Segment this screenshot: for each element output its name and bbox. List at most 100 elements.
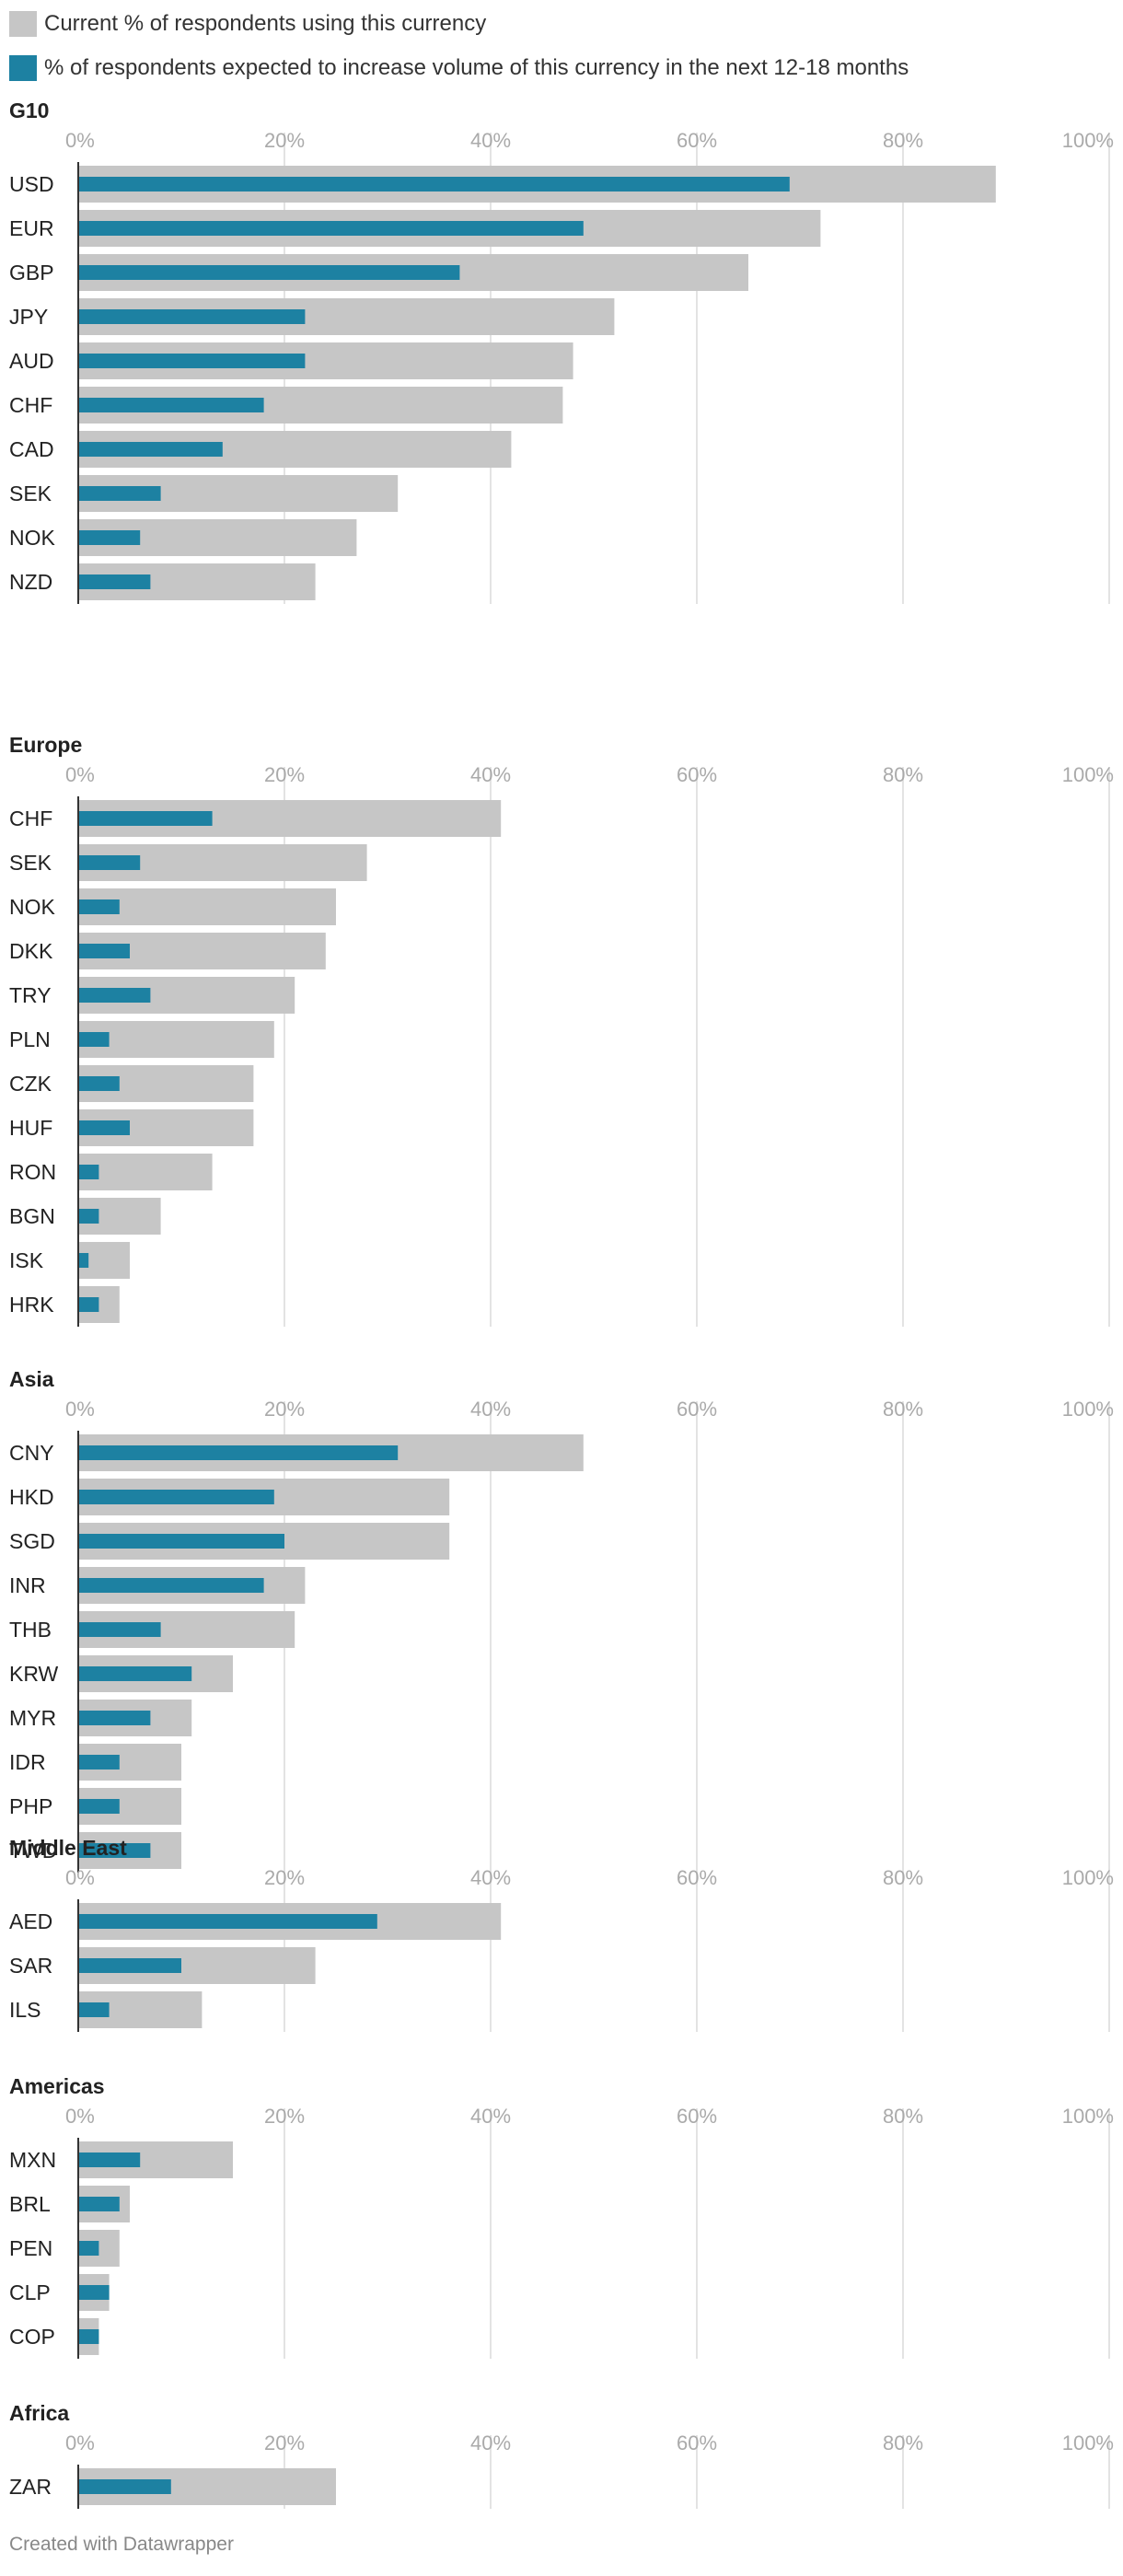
panel-title: G10 (9, 99, 49, 122)
category-label: COP (9, 2325, 55, 2349)
category-label: PLN (9, 1027, 51, 1051)
bar-expected (78, 574, 151, 589)
legend-item-current: Current % of respondents using this curr… (9, 7, 909, 41)
x-tick-label: 100% (1062, 763, 1114, 786)
x-tick-label: 40% (470, 1398, 511, 1421)
legend-item-expected: % of respondents expected to increase vo… (9, 52, 909, 85)
bar-expected (78, 398, 264, 412)
legend-label-current: Current % of respondents using this curr… (44, 11, 487, 36)
bar-expected (78, 1666, 192, 1681)
x-tick-label: 0% (65, 1398, 95, 1421)
category-label: MXN (9, 2148, 56, 2172)
bar-expected (78, 2479, 171, 2494)
bar-expected (78, 1711, 151, 1725)
category-label: CLP (9, 2280, 51, 2304)
bar-expected (78, 1490, 274, 1504)
category-label: PHP (9, 1794, 52, 1818)
x-tick-label: 60% (677, 1866, 717, 1889)
legend-label-expected: % of respondents expected to increase vo… (44, 55, 909, 80)
x-tick-label: 0% (65, 2105, 95, 2128)
category-label: MYR (9, 1706, 56, 1730)
panel-title: Europe (9, 733, 82, 757)
bar-expected (78, 2002, 110, 2017)
category-label: HKD (9, 1485, 54, 1509)
x-tick-label: 20% (264, 2431, 305, 2454)
footer-credit: Created with Datawrapper (9, 2534, 234, 2555)
category-label: CZK (9, 1072, 52, 1096)
panel-title: Africa (9, 2401, 69, 2425)
bar-expected (78, 2241, 99, 2256)
x-tick-label: 60% (677, 1398, 717, 1421)
bar-expected (78, 442, 223, 457)
bar-expected (78, 944, 130, 958)
x-tick-label: 80% (883, 763, 923, 786)
category-label: ILS (9, 1998, 41, 2022)
x-tick-label: 40% (470, 129, 511, 152)
category-label: AED (9, 1909, 52, 1933)
category-label: CNY (9, 1441, 54, 1465)
bar-expected (78, 2197, 120, 2211)
category-label: NOK (9, 895, 56, 919)
x-tick-label: 20% (264, 1398, 305, 1421)
x-tick-label: 0% (65, 129, 95, 152)
bar-expected (78, 177, 790, 191)
bar-expected (78, 1445, 399, 1460)
x-tick-label: 80% (883, 2431, 923, 2454)
x-tick-label: 60% (677, 2431, 717, 2454)
bar-expected (78, 1032, 110, 1047)
bar-expected (78, 1120, 130, 1135)
x-tick-label: 80% (883, 129, 923, 152)
category-label: NOK (9, 526, 56, 550)
x-tick-label: 100% (1062, 1398, 1114, 1421)
bar-expected (78, 1076, 120, 1091)
legend-swatch-current (9, 11, 37, 37)
category-label: SGD (9, 1529, 55, 1553)
category-label: USD (9, 172, 54, 196)
bar-expected (78, 354, 306, 368)
chart-panel-asia: Asia 0% 20% 40% 60% 80% 100% CNY HKD SGD INR THB KRW… (9, 1367, 1114, 1873)
bar-current (78, 1021, 274, 1058)
x-tick-label: 60% (677, 763, 717, 786)
x-tick-label: 100% (1062, 1866, 1114, 1889)
category-label: CAD (9, 437, 54, 461)
x-tick-label: 40% (470, 763, 511, 786)
bar-expected (78, 309, 306, 324)
bar-expected (78, 486, 161, 501)
bar-expected (78, 2152, 141, 2167)
bar-current (78, 888, 336, 925)
category-label: KRW (9, 1662, 59, 1686)
bar-expected (78, 1799, 120, 1814)
bar-expected (78, 221, 584, 236)
x-tick-label: 60% (677, 129, 717, 152)
x-tick-label: 20% (264, 2105, 305, 2128)
x-tick-label: 80% (883, 2105, 923, 2128)
category-label: GBP (9, 261, 54, 284)
bar-expected (78, 1297, 99, 1312)
category-label: CHF (9, 806, 52, 830)
x-tick-label: 80% (883, 1866, 923, 1889)
x-tick-label: 60% (677, 2105, 717, 2128)
x-tick-label: 100% (1062, 2105, 1114, 2128)
x-tick-label: 20% (264, 763, 305, 786)
bar-expected (78, 1755, 120, 1770)
category-label: INR (9, 1573, 46, 1597)
x-tick-label: 40% (470, 1866, 511, 1889)
x-tick-label: 20% (264, 129, 305, 152)
bar-expected (78, 1843, 151, 1858)
chart-panel-europe: Europe 0% 20% 40% 60% 80% 100% CHF SEK NOK DKK TRY P… (9, 733, 1114, 1327)
x-tick-label: 40% (470, 2105, 511, 2128)
bar-expected (78, 1578, 264, 1593)
bar-expected (78, 265, 460, 280)
x-tick-label: 80% (883, 1398, 923, 1421)
x-tick-label: 100% (1062, 129, 1114, 152)
bar-expected (78, 811, 213, 826)
bar-current (78, 1154, 213, 1190)
category-label: CHF (9, 393, 52, 417)
category-label: TWD (9, 1839, 57, 1862)
category-label: AUD (9, 349, 54, 373)
bar-expected (78, 2329, 99, 2344)
category-label: SAR (9, 1954, 52, 1978)
bar-expected (78, 899, 120, 914)
category-label: THB (9, 1618, 52, 1642)
